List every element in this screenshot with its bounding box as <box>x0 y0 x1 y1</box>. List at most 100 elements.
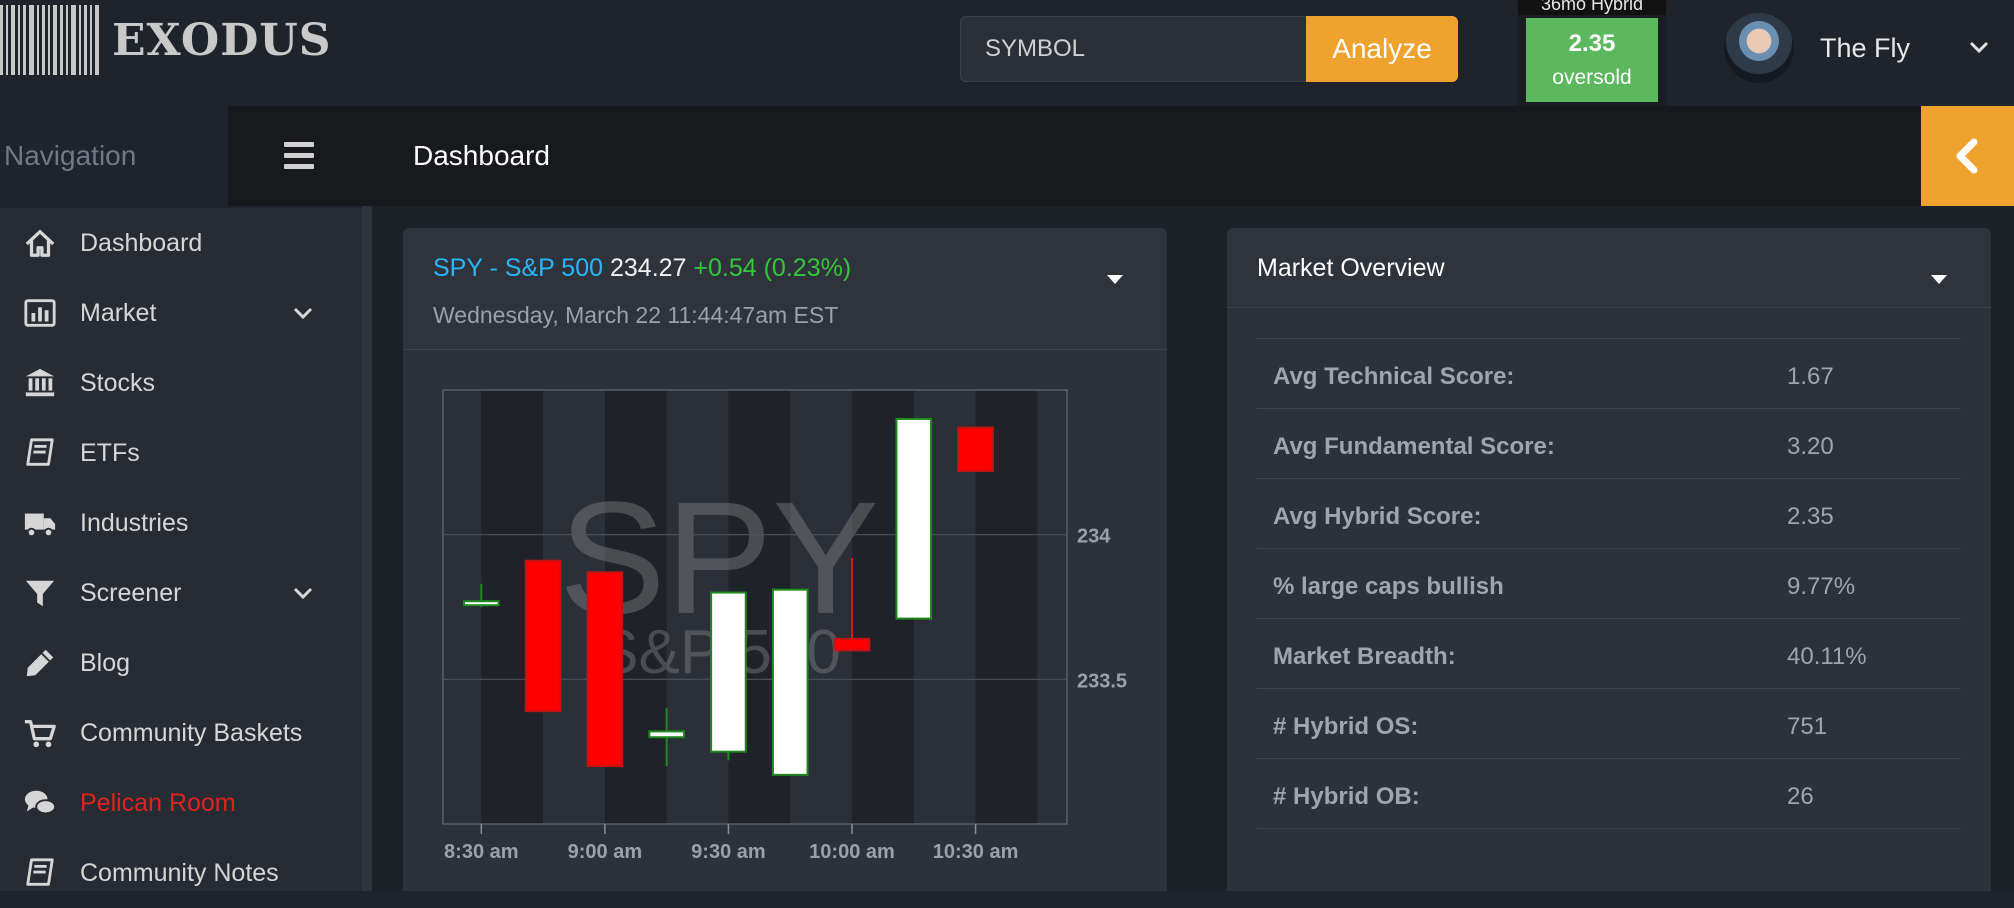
sidebar-item-blog[interactable]: Blog <box>0 628 362 698</box>
bar-chart-icon <box>22 295 58 331</box>
home-icon <box>22 225 58 261</box>
candle[interactable] <box>895 417 933 620</box>
candle[interactable] <box>771 588 809 776</box>
sidebar-item-label: Industries <box>80 508 189 537</box>
candle[interactable] <box>586 571 624 768</box>
metric-label: Avg Fundamental Score: <box>1273 433 1555 460</box>
metric-value: 26 <box>1787 783 1814 810</box>
spy-card-header: SPY - S&P 500 234.27 +0.54 (0.23%) Wedne… <box>403 228 1167 350</box>
x-tick-label: 9:00 am <box>568 841 643 863</box>
market-overview-card: Market Overview Avg Technical Score: 1.67… <box>1227 228 1991 891</box>
brand-name: EXODUS <box>112 14 332 66</box>
y-tick-label: 233.5 <box>1077 670 1127 692</box>
table-row: Market Breadth: 40.11% <box>1257 619 1961 689</box>
symbol-search-input[interactable] <box>960 16 1306 82</box>
chevron-down-icon[interactable] <box>1964 32 1994 62</box>
candle-body <box>833 637 871 652</box>
sidebar-item-screener[interactable]: Screener <box>0 558 362 628</box>
sidebar-item-market[interactable]: Market <box>0 278 362 348</box>
metric-label: # Hybrid OB: <box>1273 783 1420 810</box>
hybrid-score-widget[interactable]: 36mo Hybrid 2.35 oversold <box>1518 0 1666 106</box>
spy-quote: SPY - S&P 500 234.27 +0.54 (0.23%) <box>433 254 851 283</box>
spy-chart-card: SPY - S&P 500 234.27 +0.54 (0.23%) Wedne… <box>403 228 1167 891</box>
chevron-down-icon[interactable] <box>290 580 316 606</box>
sidebar-item-etfs[interactable]: ETFs <box>0 418 362 488</box>
sidebar-item-label: Community Baskets <box>80 718 303 747</box>
sidebar-item-community-notes[interactable]: Community Notes <box>0 838 362 908</box>
candle[interactable] <box>524 559 562 713</box>
candle[interactable] <box>833 557 871 652</box>
candle-body <box>463 600 500 607</box>
cart-icon <box>22 715 58 751</box>
metric-value: 40.11% <box>1787 643 1867 670</box>
metric-value: 751 <box>1787 713 1828 740</box>
sidebar-item-label: Stocks <box>80 368 156 397</box>
candle-body <box>710 591 747 753</box>
hybrid-score-status: oversold <box>1552 66 1632 89</box>
table-row: # Hybrid OS: 751 <box>1257 689 1961 759</box>
caret-down-icon[interactable] <box>1105 272 1125 286</box>
analyze-button[interactable]: Analyze <box>1306 16 1458 82</box>
metric-label: Avg Technical Score: <box>1273 363 1515 390</box>
candle-body <box>648 730 685 739</box>
candle[interactable] <box>463 583 500 607</box>
sidebar-item-label: Community Notes <box>80 858 279 887</box>
spy-symbol[interactable]: SPY - S&P 500 <box>433 254 604 282</box>
table-row: % large caps bullish 9.77% <box>1257 549 1961 619</box>
spy-change: +0.54 (0.23%) <box>693 254 852 282</box>
book-icon <box>22 855 58 891</box>
metric-label: % large caps bullish <box>1273 573 1504 600</box>
hybrid-score-value: 2.35 <box>1568 30 1616 57</box>
x-tick-label: 10:30 am <box>933 841 1019 863</box>
sidebar-item-industries[interactable]: Industries <box>0 488 362 558</box>
candle[interactable] <box>957 426 994 473</box>
candle[interactable] <box>648 708 685 767</box>
spy-timestamp: Wednesday, March 22 11:44:47am EST <box>433 302 839 328</box>
user-menu[interactable]: The Fly <box>1724 12 1989 84</box>
metric-label: # Hybrid OS: <box>1273 713 1419 740</box>
panel-header <box>228 106 1922 206</box>
metric-label: Avg Hybrid Score: <box>1273 503 1482 530</box>
symbol-search: Analyze <box>960 16 1458 82</box>
sidebar-item-pelican-room[interactable]: Pelican Room <box>0 768 362 838</box>
metric-value: 9.77% <box>1787 573 1856 600</box>
chart-frame <box>442 389 1068 825</box>
avatar[interactable] <box>1724 13 1794 83</box>
top-bar: EXODUS Analyze 36mo Hybrid 2.35 oversold… <box>0 0 2014 106</box>
sidebar-item-stocks[interactable]: Stocks <box>0 348 362 418</box>
navigation-title: Navigation <box>4 140 137 171</box>
candle-body <box>524 559 562 713</box>
y-tick-label: 234 <box>1077 526 1111 548</box>
market-overview-header: Market Overview <box>1227 228 1991 308</box>
caret-down-icon[interactable] <box>1929 272 1949 286</box>
hybrid-score-label: 36mo Hybrid <box>1518 0 1666 15</box>
content-divider <box>362 206 372 891</box>
market-overview-title: Market Overview <box>1257 254 1445 282</box>
chevron-down-icon[interactable] <box>290 300 316 326</box>
candle-body <box>586 571 624 768</box>
table-row: Avg Fundamental Score: 3.20 <box>1257 409 1961 479</box>
collapse-panel-button[interactable] <box>1921 106 2014 206</box>
candle-body <box>771 588 809 776</box>
user-name: The Fly <box>1820 32 1911 63</box>
x-tick-label: 10:00 am <box>809 841 895 863</box>
brand-logo[interactable]: EXODUS <box>0 5 332 75</box>
spy-price: 234.27 <box>609 254 687 282</box>
x-tick-label: 8:30 am <box>444 841 519 863</box>
chat-icon <box>22 785 58 821</box>
menu-toggle-icon[interactable] <box>284 142 314 170</box>
candle-body <box>957 426 994 473</box>
sidebar-item-community-baskets[interactable]: Community Baskets <box>0 698 362 768</box>
table-row: Avg Technical Score: 1.67 <box>1257 339 1961 409</box>
candle[interactable] <box>710 591 747 761</box>
sidebar: Dashboard Market Stocks ETFs Industries Scree… <box>0 208 362 891</box>
table-row: # Hybrid OB: 26 <box>1257 759 1961 829</box>
chevron-left-icon <box>1956 138 1978 174</box>
sidebar-item-label: Blog <box>80 648 131 677</box>
barcode-icon <box>0 5 102 75</box>
metric-label: Market Breadth: <box>1273 643 1456 670</box>
truck-icon <box>22 505 58 541</box>
hybrid-score-badge: 2.35 oversold <box>1526 18 1658 102</box>
sidebar-item-dashboard[interactable]: Dashboard <box>0 208 362 278</box>
